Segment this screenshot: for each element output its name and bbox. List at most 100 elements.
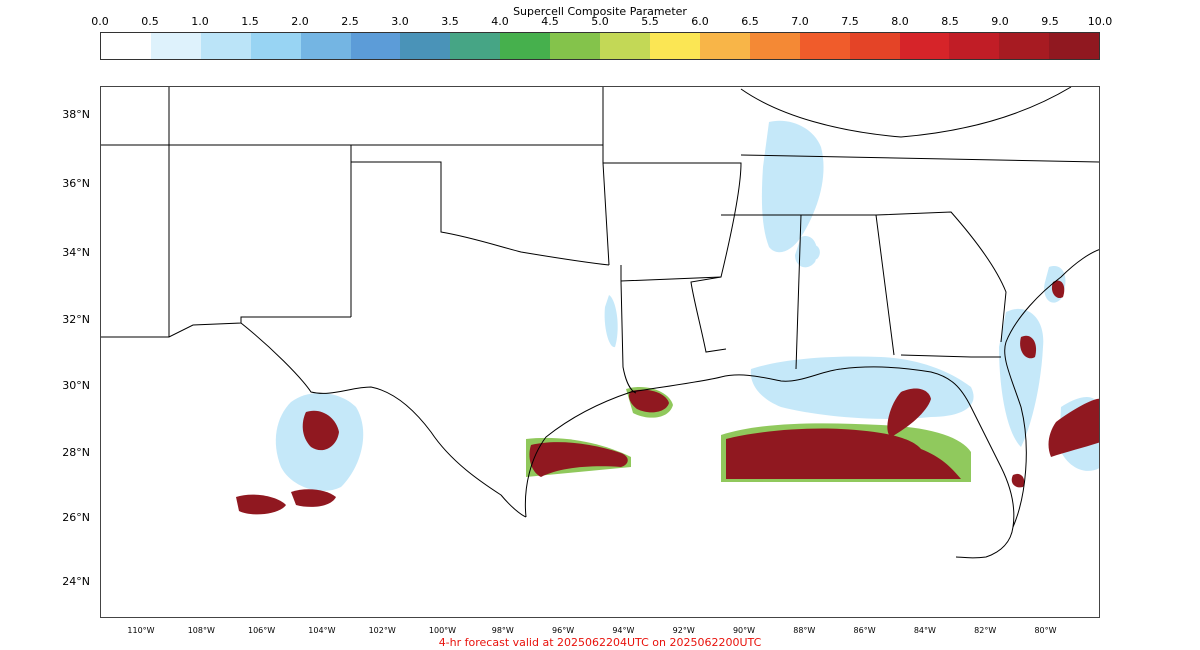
colorbar-title: Supercell Composite Parameter [513,5,687,18]
border-alabama [801,214,895,356]
longitude-label: 94°W [612,626,635,635]
colorbar-swatch [350,33,401,59]
map-svg [101,87,1099,559]
border-ok-east [602,87,610,266]
colorbar-tick-label: 2.5 [341,15,359,28]
colorbar-tick-label: 4.5 [541,15,559,28]
colorbar-swatch [600,33,650,59]
colorbar-swatch [849,33,900,59]
field-core-texas-offshore [529,442,628,477]
longitude-label: 88°W [793,626,816,635]
colorbar-tick-label: 10.0 [1087,15,1113,28]
colorbar-swatch [400,33,451,59]
colorbar-swatch [999,33,1050,59]
colorbar-swatch [150,33,201,59]
longitude-label: 106°W [248,626,276,635]
colorbar-tick-label: 3.5 [441,15,459,28]
longitude-label: 96°W [552,626,575,635]
colorbar-tick-label: 1.5 [241,15,259,28]
colorbar-swatch [749,33,800,59]
coastline-gulf [524,366,1015,559]
colorbar-tick-label: 0.5 [141,15,159,28]
border-rio-grande [240,322,527,518]
field-area-louisiana [604,295,618,348]
longitude-label: 90°W [732,626,756,635]
border-arkansas [603,162,742,282]
border-texas-la [620,280,637,394]
border-ok-north [351,161,610,266]
latitude-label: 28°N [62,446,90,459]
border-tn-north [740,154,1099,163]
colorbar-swatch [450,33,501,59]
field-area-tennessee-valley [761,120,824,253]
longitude-label: 80°W [1034,626,1057,635]
colorbar-swatch [550,33,601,59]
colorbar-tick-label: 0.0 [91,15,109,28]
colorbar-tick-label: 5.0 [591,15,609,28]
colorbar-swatch [899,33,950,59]
longitude-label: 104°W [308,626,336,635]
longitude-label: 86°W [853,626,876,635]
border-nm-texas-south [101,316,351,338]
colorbar-tick-label: 7.5 [841,15,859,28]
map-frame [100,86,1100,618]
colorbar-swatch [949,33,1000,59]
field-area-gulf-coast-east [750,356,974,419]
longitude-label: 92°W [672,626,695,635]
colorbar-swatch [649,33,700,59]
longitude-label: 110°W [127,626,155,635]
colorbar-tick-label: 9.0 [991,15,1009,28]
colorbar-swatch [101,33,151,59]
forecast-caption: 4-hr forecast valid at 2025062204UTC on … [438,636,762,649]
latitude-label: 36°N [62,177,90,190]
field-core-west-texas-1 [302,410,339,451]
field-core-west-texas-3 [236,494,286,515]
scp-field-high [236,280,1099,515]
longitude-label: 82°W [974,626,997,635]
border-la-ms-south [690,276,727,353]
field-core-west-texas-2 [291,489,336,507]
colorbar-swatch [699,33,750,59]
colorbar-tick-label: 2.0 [291,15,309,28]
field-core-gulf-offshore [726,428,961,479]
border-ky-va [740,87,1072,138]
colorbar-ticks: 0.0 0.5 1.0 1.5 2.0 2.5 3.0 3.5 4.0 4.5 5.0 5.5 6.0 6… [91,15,1112,31]
latitude-label: 30°N [62,379,90,392]
colorbar-tick-label: 5.5 [641,15,659,28]
field-core-atlantic [1048,398,1099,457]
field-core-florida-east [1020,335,1037,359]
longitude-label: 108°W [187,626,215,635]
field-core-la-offshore [629,389,669,413]
colorbar [100,32,1100,60]
latitude-label: 38°N [62,108,90,121]
longitude-label: 98°W [491,626,514,635]
latitude-label: 26°N [62,511,90,524]
colorbar-swatch [500,33,551,59]
field-core-fl-south [1011,473,1025,488]
colorbar-swatch [200,33,251,59]
colorbar-tick-label: 4.0 [491,15,509,28]
coastline [524,249,1099,559]
latitude-label: 32°N [62,313,90,326]
colorbar-tick-label: 3.0 [391,15,409,28]
border-georgia [875,211,1007,343]
field-area-alabama-spot [809,244,820,260]
border-fl-ga [900,354,1001,358]
latitude-label: 34°N [62,246,90,259]
colorbar-tick-label: 8.5 [941,15,959,28]
colorbar-tick-label: 7.0 [791,15,809,28]
field-area-florida-east [999,308,1044,447]
colorbar-swatch [799,33,850,59]
colorbar-swatch [300,33,351,59]
latitude-label: 24°N [62,575,90,588]
longitude-label: 84°W [913,626,936,635]
field-core-georgia-coast [1051,280,1065,299]
colorbar-tick-label: 6.5 [741,15,759,28]
colorbar-swatch [250,33,301,59]
coastline-atlantic [1004,249,1099,528]
longitude-label: 100°W [428,626,457,635]
political-borders [101,87,1099,518]
colorbar-tick-label: 1.0 [191,15,209,28]
colorbar-tick-label: 8.0 [891,15,909,28]
scp-field-light [275,120,1099,491]
